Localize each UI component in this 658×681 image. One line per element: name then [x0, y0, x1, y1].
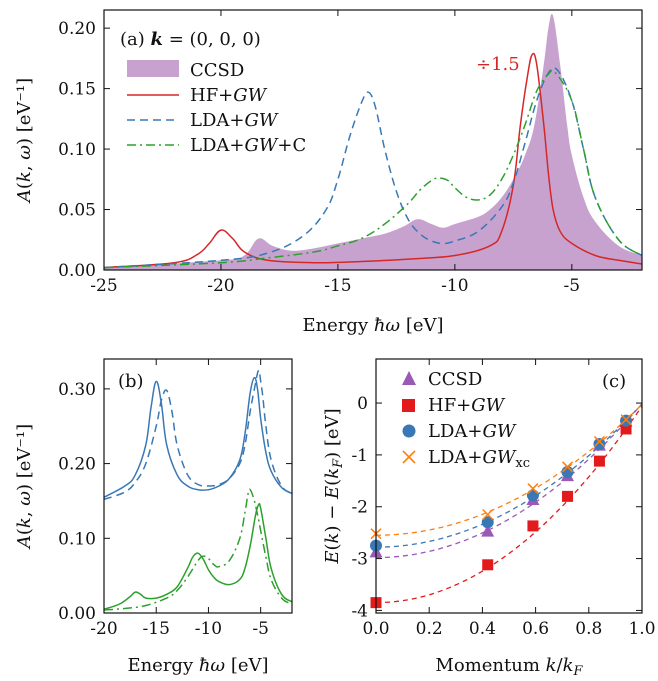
panel-c-markers	[369, 414, 633, 609]
x-tick-label: -10	[195, 619, 222, 639]
y-tick-label: 0.20	[58, 19, 96, 39]
panel-c-legend: CCSD HF+GW LDA+GW LDA+GWxc	[402, 369, 530, 471]
panel-a-line-series	[104, 52, 642, 269]
x-tick-label: -15	[324, 276, 351, 296]
panel-b-ticks: -20 -15 -10 -5 0.00 0.10 0.20 0.30	[58, 359, 292, 639]
divide-annotation: ÷1.5	[476, 54, 520, 75]
panel-c-ylabel: E(k) − E(kF) [eV]	[322, 408, 346, 564]
panel-b-label: (b)	[118, 371, 144, 392]
x-tick-label: -10	[441, 276, 468, 296]
x-tick-label: -20	[90, 619, 117, 639]
panel-a-ticks: -25 -20 -15 -10 -5 0.00 0.05 0.10 0.15 0.20	[58, 10, 642, 296]
legend-marker-ldaxc	[402, 450, 416, 464]
panel-b-ylabel: A(k, ω) [eV⁻¹]	[14, 424, 35, 550]
panel-a-ylabel: A(k, ω) [eV⁻¹]	[14, 78, 35, 204]
marker-lda-gw-xc	[593, 435, 605, 447]
y-tick-label: 0.10	[58, 529, 96, 549]
panel-a: -25 -20 -15 -10 -5 0.00 0.05 0.10 0.15 0.20 (a) k…	[14, 9, 643, 336]
legend-marker-ccsd	[402, 371, 416, 385]
legend-label-c-ccsd: CCSD	[428, 369, 482, 390]
x-tick-label: -15	[143, 619, 170, 639]
lower-dashdot-line	[104, 488, 292, 611]
y-tick-label: 0.30	[58, 380, 96, 400]
x-tick-label: 0.0	[362, 619, 389, 639]
y-tick-label: 0.20	[58, 455, 96, 475]
marker-lda-gw	[593, 438, 606, 451]
lower-solid-line	[104, 502, 292, 611]
upper-dashed-line	[104, 369, 292, 501]
HF+GW-fit	[376, 405, 642, 604]
x-tick-label: 0.4	[469, 619, 496, 639]
y-tick-label: -4	[351, 601, 368, 621]
legend-label-c-lda: LDA+GW	[428, 421, 517, 442]
marker-lda-gw-xc	[482, 508, 494, 521]
y-tick-label: 0	[357, 394, 368, 414]
ccsd-area	[104, 13, 642, 270]
lda-gw-line	[104, 66, 642, 269]
y-tick-label: 0.05	[58, 201, 96, 221]
x-tick-label: 0.8	[575, 619, 602, 639]
x-tick-label: -25	[90, 276, 117, 296]
hf-gw-line	[104, 52, 642, 269]
panel-c: 0.0 0.2 0.4 0.6 0.8 1.0 -4 -3 -2 -1 0 (c) CCSD HF+…	[322, 358, 656, 679]
x-tick-label: -5	[252, 619, 269, 639]
legend-marker-hf	[402, 399, 415, 412]
ccsd-area-series	[104, 13, 642, 270]
LDA+GW-fit	[376, 403, 642, 548]
legend-label-c-ldaxc: LDA+GWxc	[428, 447, 530, 471]
legend-label-ldac: LDA+GW+C	[190, 135, 306, 156]
panel-b-frame	[103, 358, 293, 614]
x-tick-label: -20	[207, 276, 234, 296]
marker-hf-gw	[527, 520, 539, 532]
x-tick-label: 0.2	[416, 619, 443, 639]
y-tick-label: -1	[351, 446, 368, 466]
marker-lda-gw-xc	[620, 414, 632, 426]
y-tick-label: -2	[351, 498, 368, 518]
x-tick-label: 1.0	[628, 619, 655, 639]
panel-c-xlabel: Momentum k/kF	[435, 655, 583, 679]
panel-a-xlabel: Energy ħω [eV]	[302, 315, 443, 336]
y-tick-label: 0.15	[58, 80, 96, 100]
panel-a-legend: CCSD HF+GW LDA+GW LDA+GW+C	[127, 60, 306, 156]
legend-label-ccsd: CCSD	[190, 60, 244, 81]
legend-swatch-ccsd	[127, 60, 179, 77]
panel-a-label: (a) k = (0, 0, 0)	[120, 29, 261, 50]
marker-lda-gw-xc	[561, 461, 574, 473]
y-tick-label: -3	[351, 550, 368, 570]
panel-a-frame	[103, 9, 643, 271]
panel-b-xlabel: Energy ħω [eV]	[127, 655, 268, 676]
marker-lda-gw-xc	[527, 483, 539, 495]
legend-label-lda: LDA+GW	[190, 110, 279, 131]
y-tick-label: 0.10	[58, 140, 96, 160]
upper-solid-line	[104, 376, 292, 498]
legend-marker-lda	[402, 424, 416, 438]
marker-hf-gw	[620, 423, 632, 435]
marker-lda-gw	[481, 516, 494, 529]
panel-c-label: (c)	[602, 371, 626, 392]
panel-b: -20 -15 -10 -5 0.00 0.10 0.20 0.30 (b) Energy ħ…	[14, 358, 293, 676]
panel-c-frame	[375, 358, 643, 614]
lda-gw-c-line	[104, 69, 642, 269]
y-tick-label: 0.00	[58, 604, 96, 624]
marker-lda-gw	[526, 489, 539, 502]
marker-hf-gw	[562, 490, 574, 502]
y-tick-label: 0.00	[58, 261, 96, 281]
panel-b-line-series	[104, 369, 292, 611]
marker-hf-gw	[593, 455, 605, 467]
marker-hf-gw	[482, 559, 494, 571]
marker-ccsd	[481, 524, 495, 537]
x-tick-label: 0.6	[522, 619, 549, 639]
panel-c-ticks: 0.0 0.2 0.4 0.6 0.8 1.0 -4 -3 -2 -1 0	[351, 359, 656, 639]
legend-label-c-hf: HF+GW	[428, 395, 506, 416]
x-tick-label: -5	[564, 276, 581, 296]
legend-label-hf: HF+GW	[190, 85, 268, 106]
